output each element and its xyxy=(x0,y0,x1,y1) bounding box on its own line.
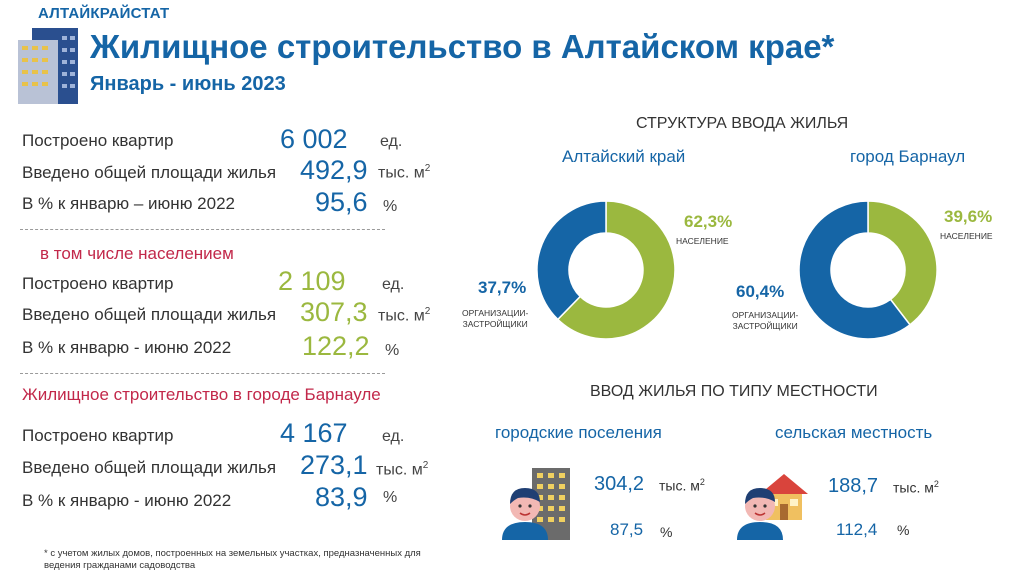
population-heading: в том числе населением xyxy=(40,244,234,263)
total-pct-label: В % к январю – июню 2022 xyxy=(22,194,235,213)
barnaul-area-value: 273,1 xyxy=(300,450,368,480)
donut-slice-population xyxy=(556,200,676,340)
person-icon xyxy=(502,488,548,540)
city-org-caption: ОРГАНИЗАЦИИ- ЗАСТРОЙЩИКИ xyxy=(732,310,798,332)
city-org-pct: 60,4% xyxy=(736,282,785,301)
urban-label: городские поселения xyxy=(495,423,662,442)
donut-slice-organizations xyxy=(798,200,911,340)
caption-line: ЗАСТРОЙЩИКИ xyxy=(732,321,798,331)
total-flats-value: 6 002 xyxy=(280,124,348,154)
barnaul-flats-unit: ед. xyxy=(382,428,405,445)
caption-line: ЗАСТРОЙЩИКИ xyxy=(462,319,528,329)
population-pct-value: 122,2 xyxy=(302,331,370,361)
rural-pct-unit: % xyxy=(897,522,910,538)
population-area-value: 307,3 xyxy=(300,297,368,327)
barnaul-pct-label: В % к январю - июню 2022 xyxy=(22,491,232,510)
total-flats-unit: ед. xyxy=(380,133,403,150)
population-flats-unit: ед. xyxy=(382,276,405,293)
footnote-line: ведения гражданами садоводства xyxy=(44,560,196,571)
footnote: * с учетом жилых домов, построенных на з… xyxy=(44,548,421,572)
page-title: Жилищное строительство в Алтайском крае* xyxy=(90,28,835,65)
person-icon xyxy=(737,488,783,540)
structure-heading: СТРУКТУРА ВВОДА ЖИЛЬЯ xyxy=(636,115,849,132)
divider xyxy=(20,373,385,374)
region-population-caption: НАСЕЛЕНИЕ xyxy=(676,236,729,246)
donut-slice-organizations xyxy=(536,200,607,321)
barnaul-heading: Жилищное строительство в городе Барнауле xyxy=(22,385,381,404)
population-pct-label: В % к январю - июню 2022 xyxy=(22,338,232,357)
region-population-pct: 62,3% xyxy=(684,212,733,231)
urban-area-unit: тыс. м2 xyxy=(659,477,705,494)
population-area-label: Введено общей площади жилья xyxy=(22,305,277,324)
donut-slice-population xyxy=(867,200,938,326)
barnaul-flats-label: Построено квартир xyxy=(22,426,174,445)
caption-line: ОРГАНИЗАЦИИ- xyxy=(462,308,529,318)
agency-name: АЛТАЙКРАЙСТАТ xyxy=(38,5,170,22)
donut-chart-region xyxy=(536,200,676,340)
urban-area-value: 304,2 xyxy=(594,473,645,495)
barnaul-pct-value: 83,9 xyxy=(315,482,368,512)
barnaul-area-label: Введено общей площади жилья xyxy=(22,458,277,477)
region-org-pct: 37,7% xyxy=(478,278,527,297)
locality-heading: ВВОД ЖИЛЬЯ ПО ТИПУ МЕСТНОСТИ xyxy=(590,383,878,400)
page-subtitle: Январь - июнь 2023 xyxy=(90,73,286,95)
region-org-caption: ОРГАНИЗАЦИИ- ЗАСТРОЙЩИКИ xyxy=(462,308,528,330)
population-pct-unit: % xyxy=(385,342,400,359)
total-pct-value: 95,6 xyxy=(315,187,368,217)
donut-chart-city xyxy=(798,200,938,340)
divider xyxy=(20,229,385,230)
city-population-pct: 39,6% xyxy=(944,207,993,226)
footnote-line: * с учетом жилых домов, построенных на з… xyxy=(44,548,421,559)
chart-title-region: Алтайский край xyxy=(562,147,686,166)
total-pct-unit: % xyxy=(383,198,398,215)
urban-pct-unit: % xyxy=(660,524,673,540)
rural-area-value: 188,7 xyxy=(828,475,879,497)
barnaul-pct-unit: % xyxy=(383,489,398,506)
rural-label: сельская местность xyxy=(775,423,933,442)
population-flats-value: 2 109 xyxy=(278,266,346,296)
barnaul-area-unit: тыс. м2 xyxy=(376,460,429,479)
barnaul-flats-value: 4 167 xyxy=(280,418,348,448)
rural-pct-value: 112,4 xyxy=(836,520,878,539)
population-flats-label: Построено квартир xyxy=(22,274,174,293)
caption-line: ОРГАНИЗАЦИИ- xyxy=(732,310,799,320)
total-flats-label: Построено квартир xyxy=(22,131,174,150)
urban-pct-value: 87,5 xyxy=(610,520,644,539)
total-area-label: Введено общей площади жилья xyxy=(22,163,277,182)
city-population-caption: НАСЕЛЕНИЕ xyxy=(940,231,993,241)
population-area-unit: тыс. м2 xyxy=(378,306,431,325)
rural-area-unit: тыс. м2 xyxy=(893,479,939,496)
total-area-value: 492,9 xyxy=(300,155,368,185)
chart-title-city: город Барнаул xyxy=(850,147,966,166)
building-icon xyxy=(18,28,78,104)
total-area-unit: тыс. м2 xyxy=(378,163,431,182)
